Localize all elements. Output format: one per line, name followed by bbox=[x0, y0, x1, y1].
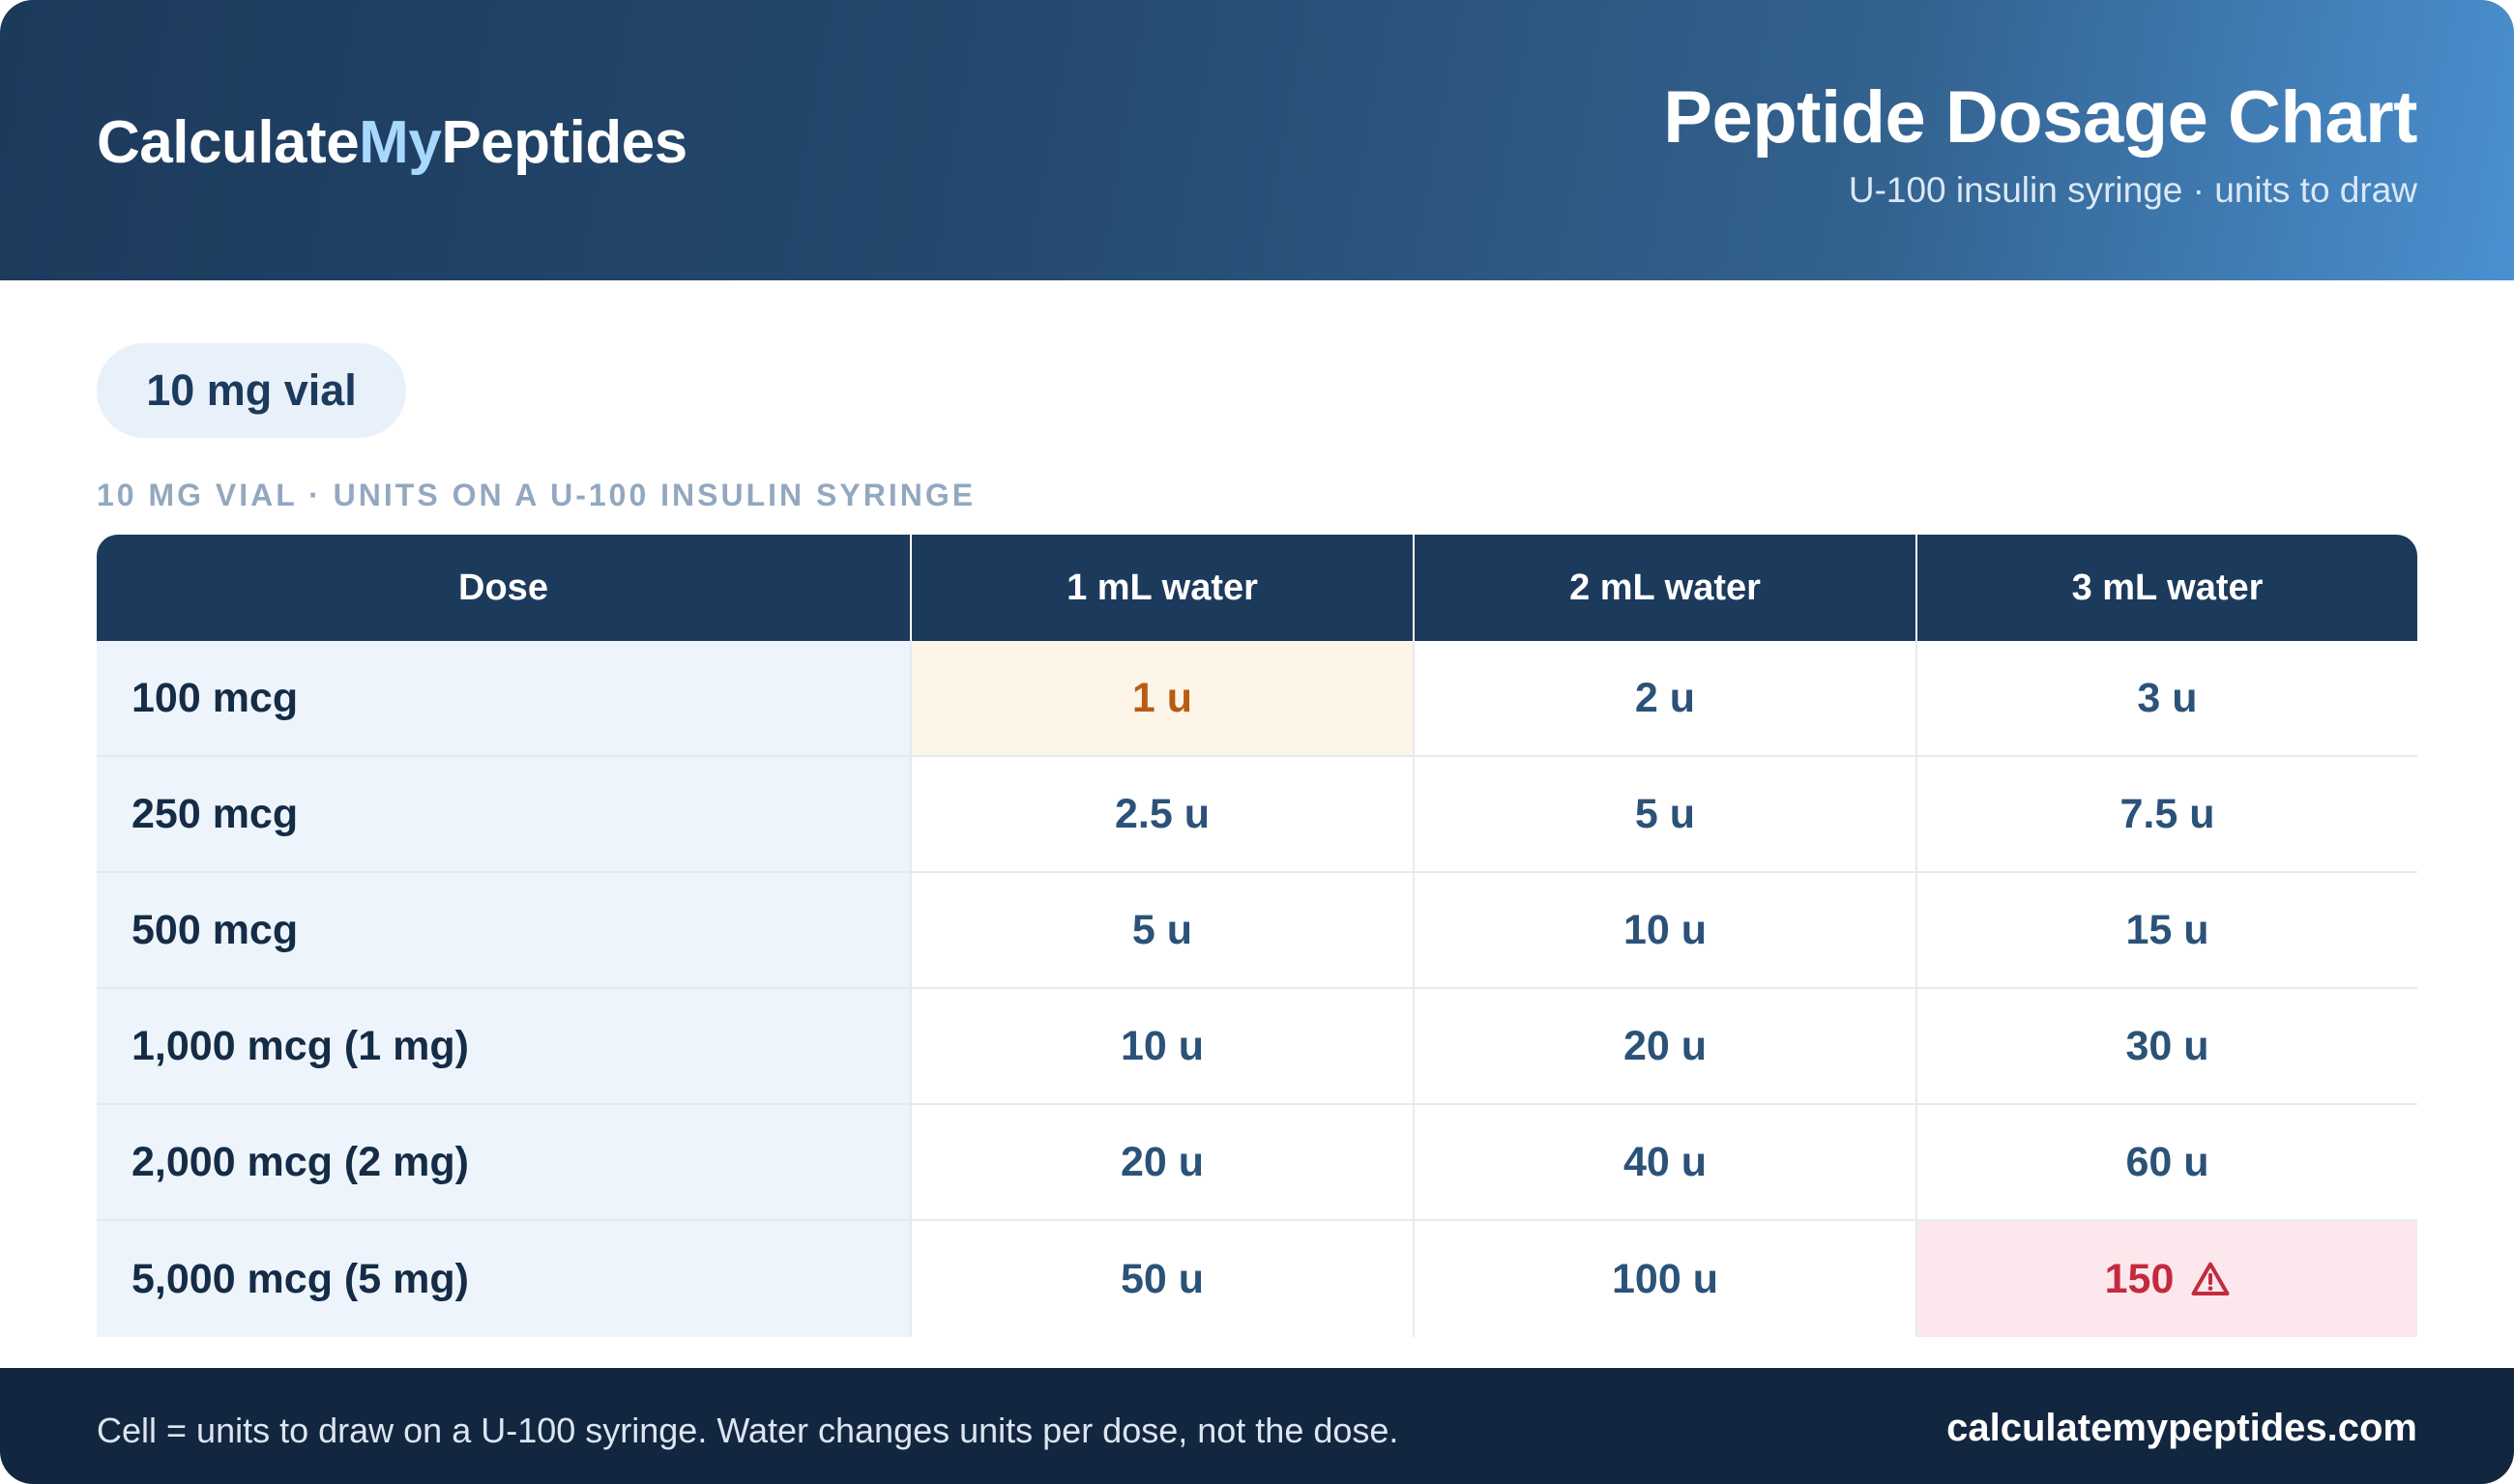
brand-logo[interactable]: CalculateMyPeptides bbox=[97, 108, 687, 177]
table-row: 5,000 mcg (5 mg) 50 u 100 u 150 bbox=[97, 1221, 2417, 1337]
table-row: 1,000 mcg (1 mg) 10 u 20 u 30 u bbox=[97, 989, 2417, 1105]
column-header-2ml: 2 mL water bbox=[1415, 535, 1917, 641]
units-cell: 20 u bbox=[912, 1105, 1415, 1219]
units-cell: 5 u bbox=[912, 873, 1415, 987]
column-header-3ml: 3 mL water bbox=[2071, 567, 2264, 608]
units-cell: 60 u bbox=[1917, 1105, 2417, 1219]
table-header-row: Dose 1 mL water 2 mL water 3 mL water bbox=[97, 535, 2417, 641]
table-row: 100 mcg 1 u 2 u 3 u bbox=[97, 641, 2417, 757]
page-title: Peptide Dosage Chart bbox=[1663, 76, 2417, 159]
column-header-dose: Dose bbox=[97, 535, 912, 641]
units-cell: 10 u bbox=[1415, 873, 1917, 987]
units-cell: 2 u bbox=[1415, 641, 1917, 755]
units-cell: 7.5 u bbox=[1917, 757, 2417, 871]
dose-cell: 500 mcg bbox=[97, 873, 912, 987]
logo-text-my: My bbox=[359, 109, 442, 176]
table-row: 2,000 mcg (2 mg) 20 u 40 u 60 u bbox=[97, 1105, 2417, 1221]
units-cell-highlighted: 1 u bbox=[912, 641, 1415, 755]
units-cell: 100 u bbox=[1415, 1221, 1917, 1337]
column-header-1ml: 1 mL water bbox=[912, 535, 1415, 641]
dose-cell: 250 mcg bbox=[97, 757, 912, 871]
warning-value: 150 bbox=[2104, 1255, 2175, 1302]
footer-website-link[interactable]: calculatemypeptides.com bbox=[1946, 1407, 2417, 1449]
footer-bar: Cell = units to draw on a U-100 syringe.… bbox=[0, 1368, 2514, 1484]
units-cell: 10 u bbox=[912, 989, 1415, 1103]
logo-text-peptides: Peptides bbox=[441, 109, 687, 176]
units-cell: 40 u bbox=[1415, 1105, 1917, 1219]
vial-size-pill[interactable]: 10 mg vial bbox=[97, 343, 406, 438]
dose-cell: 100 mcg bbox=[97, 641, 912, 755]
units-cell-warning: 150 bbox=[1917, 1221, 2417, 1337]
dose-cell: 1,000 mcg (1 mg) bbox=[97, 989, 912, 1103]
dose-cell: 2,000 mcg (2 mg) bbox=[97, 1105, 912, 1219]
table-row: 250 mcg 2.5 u 5 u 7.5 u bbox=[97, 757, 2417, 873]
page-subtitle: U-100 insulin syringe · units to draw bbox=[1848, 170, 2417, 210]
units-cell: 30 u bbox=[1917, 989, 2417, 1103]
header-banner: CalculateMyPeptides Peptide Dosage Chart… bbox=[0, 0, 2514, 280]
units-cell: 3 u bbox=[1917, 641, 2417, 755]
logo-text-calculate: Calculate bbox=[97, 109, 360, 176]
units-cell: 50 u bbox=[912, 1221, 1415, 1337]
units-cell: 20 u bbox=[1415, 989, 1917, 1103]
warning-triangle-icon bbox=[2191, 1262, 2230, 1295]
dosage-table: Dose 1 mL water 2 mL water 3 mL water 10… bbox=[97, 535, 2417, 1337]
units-cell: 2.5 u bbox=[912, 757, 1415, 871]
footer-note: Cell = units to draw on a U-100 syringe.… bbox=[97, 1411, 1399, 1450]
table-caption: 10 MG VIAL · UNITS ON A U-100 INSULIN SY… bbox=[97, 478, 977, 512]
units-cell: 15 u bbox=[1917, 873, 2417, 987]
dose-cell: 5,000 mcg (5 mg) bbox=[97, 1221, 912, 1337]
table-row: 500 mcg 5 u 10 u 15 u bbox=[97, 873, 2417, 989]
units-cell: 5 u bbox=[1415, 757, 1917, 871]
